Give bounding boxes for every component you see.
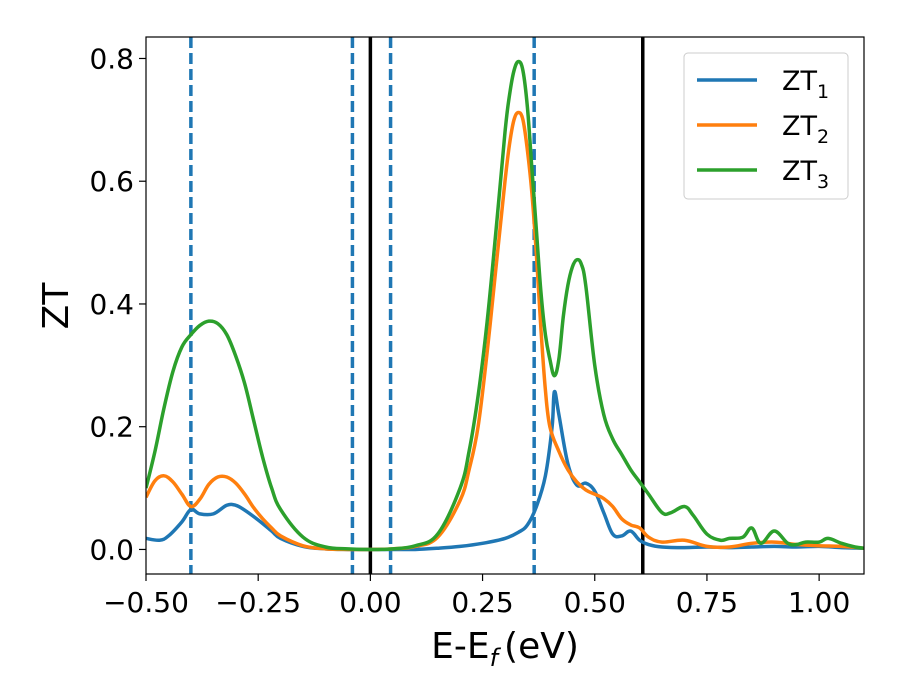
x-tick-label-2: 0.00 [339, 586, 401, 619]
y-axis-title: ZT [36, 282, 77, 330]
reference-lines [189, 37, 645, 574]
legend-label-3: ZT3 [782, 156, 829, 193]
series-line-2 [146, 110, 864, 552]
series-line-3 [146, 59, 864, 552]
x-tick-label-3: 0.25 [451, 586, 513, 619]
legend-label-1: ZT1 [782, 66, 829, 103]
series-line-1 [146, 389, 864, 552]
legend-box [683, 52, 849, 200]
x-tick-label-0: −0.50 [103, 586, 189, 619]
y-tick-label-1: 0.2 [89, 411, 134, 444]
y-axis: 0.0 0.2 0.4 0.6 0.8 [89, 42, 146, 566]
plot-frame [145, 36, 865, 575]
x-tick-label-6: 1.00 [788, 586, 850, 619]
legend: ZT1 ZT2 ZT3 [683, 52, 849, 200]
x-tick-label-4: 0.50 [564, 586, 626, 619]
x-axis: −0.50 −0.25 0.00 0.25 0.50 0.75 1.00 [103, 574, 850, 619]
y-tick-label-3: 0.6 [89, 165, 134, 198]
x-tick-label-1: −0.25 [215, 586, 301, 619]
legend-label-2: ZT2 [782, 111, 829, 148]
x-tick-label-5: 0.75 [676, 586, 738, 619]
series-lines [146, 59, 864, 552]
y-tick-label-2: 0.4 [89, 288, 134, 321]
y-tick-label-4: 0.8 [89, 42, 134, 75]
x-axis-title: E-Ef (eV) [431, 626, 579, 672]
y-tick-label-0: 0.0 [89, 533, 134, 566]
